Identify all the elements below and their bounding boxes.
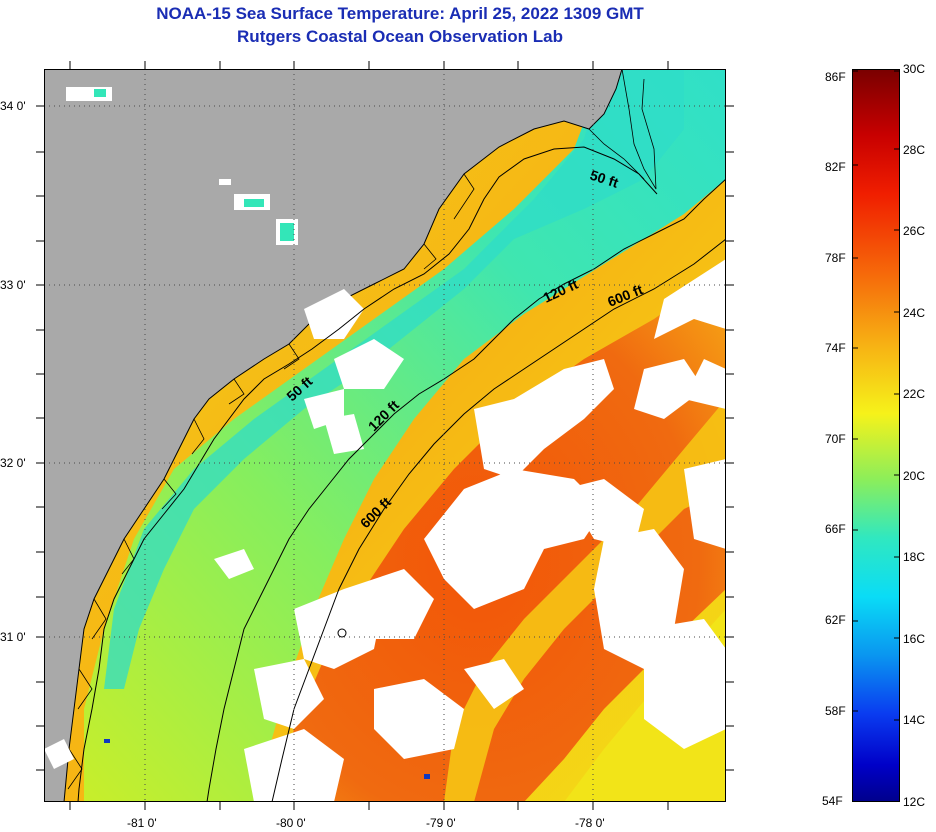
- data-specks: [104, 628, 430, 779]
- temperature-colorbar: [852, 69, 900, 802]
- lat-label-31: 31 0': [0, 630, 26, 644]
- shelf-water: [84, 69, 726, 802]
- cb-c-18: 18C: [903, 550, 926, 564]
- cb-c-26: 26C: [903, 224, 926, 238]
- cb-c-20: 20C: [903, 469, 926, 483]
- map-title: NOAA-15 Sea Surface Temperature: April 2…: [156, 4, 644, 23]
- cb-f-78: 78F: [825, 251, 846, 265]
- cb-f-70: 70F: [825, 432, 846, 446]
- lon-label-79: -79 0': [426, 816, 456, 830]
- cb-f-54: 54F: [822, 794, 843, 808]
- map-frame: [44, 69, 726, 802]
- lon-label-78: -78 0': [575, 816, 605, 830]
- cb-c-16: 16C: [903, 632, 926, 646]
- graticule: [44, 69, 726, 802]
- isobath-50ft: [77, 146, 658, 802]
- lat-label-32: 32 0': [0, 456, 26, 470]
- lat-label-34: 34 0': [0, 99, 26, 113]
- sst-map: 50 ft 120 ft 600 ft 50 ft 120 ft 600 ft: [44, 69, 726, 802]
- cb-f-74: 74F: [825, 341, 846, 355]
- isobath-600ft: [271, 238, 726, 802]
- land-mass: [44, 69, 623, 802]
- cb-f-86: 86F: [825, 70, 846, 84]
- cb-c-22: 22C: [903, 387, 926, 401]
- inner-shelf-water: [104, 69, 684, 689]
- cb-c-28: 28C: [903, 143, 926, 157]
- lat-label-33: 33 0': [0, 278, 26, 292]
- cb-f-62: 62F: [825, 613, 846, 627]
- inland-lakes: [66, 87, 298, 245]
- cb-f-66: 66F: [825, 522, 846, 536]
- lon-label-80: -80 0': [276, 816, 306, 830]
- cb-c-30: 30C: [903, 62, 926, 76]
- lon-label-81: -81 0': [127, 816, 157, 830]
- isobath-contours: [77, 146, 726, 802]
- cb-c-14: 14C: [903, 713, 926, 727]
- cb-f-58: 58F: [825, 704, 846, 718]
- cb-f-82: 82F: [825, 160, 846, 174]
- map-subtitle: Rutgers Coastal Ocean Observation Lab: [237, 27, 563, 46]
- isobath-120ft: [206, 178, 726, 802]
- cb-c-12: 12C: [903, 795, 926, 809]
- warm-ridge: [444, 399, 726, 802]
- cb-c-24: 24C: [903, 306, 926, 320]
